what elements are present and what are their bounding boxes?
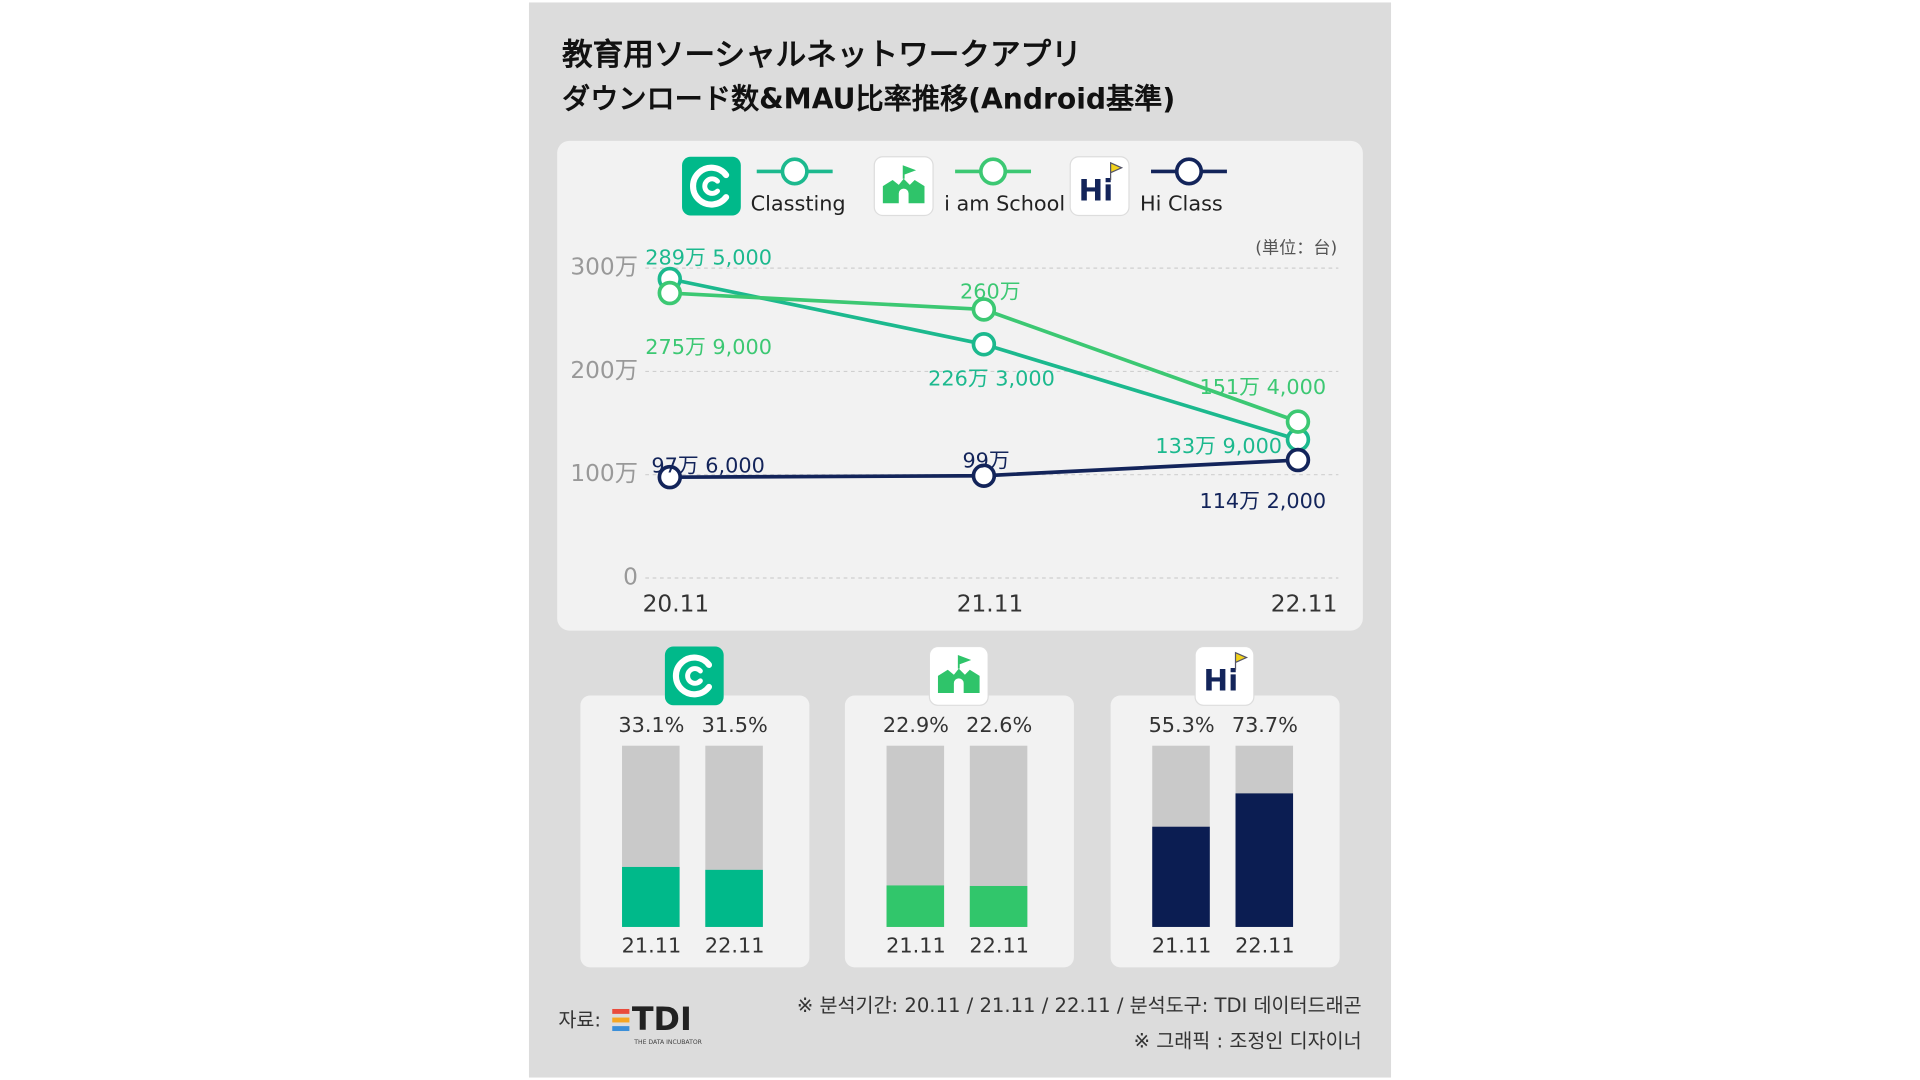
data-label: 133万 9,000 xyxy=(1155,434,1282,458)
data-label: 55.3% xyxy=(1149,713,1215,737)
app-icon xyxy=(682,156,741,216)
app-icon xyxy=(873,156,934,217)
data-point xyxy=(1285,447,1311,473)
icon-flag xyxy=(902,165,917,179)
icon-glyph xyxy=(685,666,703,686)
icon-glyph xyxy=(937,668,980,694)
data-label: 22.9% xyxy=(883,713,949,737)
data-label: 97万 6,000 xyxy=(651,454,764,478)
legend-marker xyxy=(1174,157,1204,186)
legend-marker xyxy=(978,157,1008,186)
line-panel xyxy=(557,140,1363,631)
data-label: 31.5% xyxy=(702,713,768,737)
data-label: 114万 2,000 xyxy=(1199,489,1326,513)
icon-glyph xyxy=(702,176,720,196)
icon-flag xyxy=(957,655,972,669)
legend-label: Hi Class xyxy=(1140,191,1223,215)
icon-text: Hi xyxy=(1079,174,1114,208)
data-label: 289万 5,000 xyxy=(645,245,772,269)
app-icon: Hi xyxy=(1194,645,1255,706)
data-label: 226万 3,000 xyxy=(928,367,1055,391)
bar-panel xyxy=(580,695,810,968)
x-tick-label: 21.11 xyxy=(622,934,682,958)
data-label: 99万 xyxy=(962,449,1009,473)
bar xyxy=(1235,793,1294,927)
app-icon xyxy=(928,645,989,706)
data-point xyxy=(971,297,997,322)
bar xyxy=(622,866,680,927)
x-tick-label: 22.11 xyxy=(1271,590,1338,617)
legend-label: i am School xyxy=(944,191,1065,215)
y-tick-label: 0 xyxy=(623,563,638,590)
icon-glyph xyxy=(690,164,730,208)
x-tick-label: 22.11 xyxy=(969,934,1029,958)
logo-stripe xyxy=(612,1017,630,1023)
app-icon xyxy=(664,646,724,706)
source-logo-sub: THE DATA INCUBATOR xyxy=(633,1039,702,1046)
logo-stripe xyxy=(612,1008,630,1014)
data-point xyxy=(971,463,997,488)
icon-text: Hi xyxy=(1203,664,1238,698)
data-label: 260万 xyxy=(960,280,1021,304)
y-tick-label: 300万 xyxy=(570,254,638,281)
data-label: 33.1% xyxy=(618,713,684,737)
data-point xyxy=(657,280,683,306)
data-label: 151万 4,000 xyxy=(1199,375,1326,399)
data-point xyxy=(971,332,997,357)
source-logo: TDI xyxy=(632,1000,692,1038)
bar xyxy=(969,885,1028,927)
icon-flag xyxy=(1110,161,1124,180)
x-tick-label: 21.11 xyxy=(886,934,946,958)
bar-panel xyxy=(844,695,1074,968)
logo-stripe xyxy=(612,1026,630,1032)
x-tick-label: 22.11 xyxy=(1235,934,1295,958)
icon-flag xyxy=(1234,651,1249,670)
bar-panel xyxy=(1110,695,1340,968)
icon-glyph xyxy=(882,178,925,204)
y-tick-label: 100万 xyxy=(570,460,638,487)
data-point xyxy=(657,464,683,490)
data-label: 275万 9,000 xyxy=(645,335,772,359)
icon-glyph xyxy=(672,654,713,698)
footer-note: ※ 그래픽 : 조정인 디자이너 xyxy=(1134,1030,1362,1053)
data-label: 22.6% xyxy=(966,713,1032,737)
bar xyxy=(1152,826,1210,927)
bar xyxy=(705,869,763,927)
x-tick-label: 20.11 xyxy=(643,590,710,617)
bar xyxy=(886,885,945,927)
subtitle: ダウンロード数&MAU比率推移(Android基準) xyxy=(562,82,1175,115)
legend-marker xyxy=(780,157,809,186)
x-tick-label: 21.11 xyxy=(1152,934,1212,958)
title: 教育用ソーシャルネットワークアプリ xyxy=(562,37,1082,73)
y-tick-label: 200万 xyxy=(570,357,638,384)
footer-note: ※ 분석기간: 20.11 / 21.11 / 22.11 / 분석도구: TD… xyxy=(797,994,1362,1017)
legend-label: Classting xyxy=(751,191,846,215)
data-label: 73.7% xyxy=(1232,713,1298,737)
unit-note: (単位：台) xyxy=(1255,239,1337,259)
source-label: 자료: xyxy=(558,1009,601,1032)
x-tick-label: 21.11 xyxy=(957,590,1024,617)
x-tick-label: 22.11 xyxy=(705,934,765,958)
data-point xyxy=(1285,409,1311,434)
app-icon: Hi xyxy=(1069,156,1130,217)
